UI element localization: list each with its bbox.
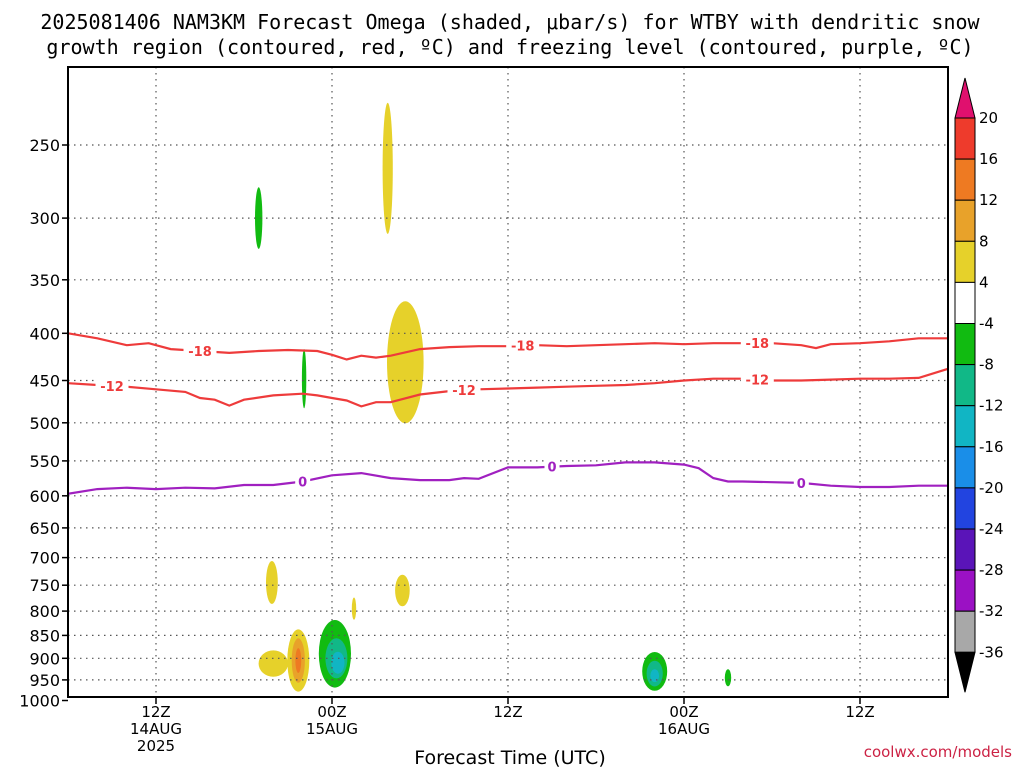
omega-region-gr-300	[255, 187, 263, 249]
contour-label-frz_0-0: 0	[298, 476, 307, 491]
omega-region-ye-430	[387, 301, 424, 424]
contour-label-bg-dgz_neg18-0	[183, 343, 217, 359]
x-tick-label-00Z-1: 16AUG	[658, 720, 710, 738]
colorbar-box-7	[954, 405, 976, 448]
omega-region-ye-750	[266, 561, 278, 604]
colorbar: 20 16 12 8 4 -4 -8 -12 -16 -20 -24 -28 -32 -36	[954, 77, 1004, 693]
contour-label-bg-dgz_neg12-1	[447, 382, 481, 399]
y-tick-label-1000: 1000	[19, 692, 60, 711]
colorbar-box-12	[954, 610, 976, 653]
contour-label-dgz_neg12-1: -12	[452, 384, 476, 399]
colorbar-box-1	[954, 158, 976, 201]
plot-inner: -18 -18 -18 -12 -12 -12 0 0 0	[68, 67, 948, 697]
colorbar-label-12: -32	[979, 602, 1004, 620]
y-tick-label-300: 300	[29, 209, 60, 228]
x-tick-label-00Z-0: 00Z	[669, 703, 698, 721]
colorbar-label-2: 12	[979, 191, 998, 209]
omega-region-gr-945	[724, 669, 732, 687]
colorbar-label-9: -20	[979, 479, 1004, 497]
y-tick-label-650: 650	[29, 519, 60, 538]
x-tick-label-12Z-2: 2025	[137, 737, 175, 755]
colorbar-label-6: -8	[979, 356, 994, 374]
omega-region-rd-905	[295, 648, 302, 673]
colorbar-label-8: -16	[979, 438, 1004, 456]
contour-label-bg-dgz_neg12-2	[740, 371, 774, 388]
contour-label-bg-dgz_neg12-0	[95, 377, 129, 394]
y-tick-label-400: 400	[29, 324, 60, 343]
colorbar-label-4: 4	[979, 273, 989, 291]
x-tick-label-00Z-0: 00Z	[317, 703, 346, 721]
contour-label-dgz_neg12-2: -12	[746, 374, 770, 389]
contour-label-bg-frz_0-1	[544, 458, 560, 475]
y-tick-label-600: 600	[29, 487, 60, 506]
colorbar-box-9	[954, 487, 976, 530]
chart-title-line2: growth region (contoured, red, ºC) and f…	[46, 35, 973, 59]
colorbar-box-11	[954, 569, 976, 612]
colorbar-label-7: -12	[979, 397, 1004, 415]
contour-label-bg-dgz_neg18-2	[740, 335, 774, 352]
contour-frz_0	[68, 461, 948, 495]
contour-dgz_neg18	[68, 332, 948, 361]
colorbar-label-11: -28	[979, 561, 1004, 579]
contour-label-bg-frz_0-0	[295, 473, 311, 490]
omega-region-cy-910	[331, 651, 345, 674]
colorbar-box-6	[954, 364, 976, 407]
y-tick-label-800: 800	[29, 602, 60, 621]
contour-label-dgz_neg18-0: -18	[188, 345, 212, 360]
y-tick-label-550: 550	[29, 452, 60, 471]
contour-dgz_neg12	[68, 367, 948, 408]
colorbar-label-1: 16	[979, 150, 998, 168]
omega-region-ye-265	[382, 102, 393, 234]
contour-label-dgz_neg18-1: -18	[511, 340, 535, 355]
y-tick-label-850: 850	[29, 626, 60, 645]
y-tick-label-950: 950	[29, 671, 60, 690]
chart-title-line1: 2025081406 NAM3KM Forecast Omega (shaded…	[40, 10, 980, 34]
contour-label-frz_0-1: 0	[547, 461, 556, 476]
y-tick-label-900: 900	[29, 649, 60, 668]
contour-label-bg-dgz_neg18-1	[506, 337, 540, 354]
x-tick-label-12Z-0: 12Z	[845, 703, 874, 721]
plot-area: -18 -18 -18 -12 -12 -12 0 0 0	[67, 66, 949, 698]
y-tick-label-750: 750	[29, 576, 60, 595]
colorbar-label-0: 20	[979, 109, 998, 127]
contour-label-dgz_neg12-0: -12	[100, 380, 124, 395]
x-axis-label: Forecast Time (UTC)	[414, 747, 605, 768]
colorbar-box-0	[954, 117, 976, 160]
colorbar-label-10: -24	[979, 520, 1004, 538]
omega-region-ye-760	[395, 574, 410, 607]
x-tick-label-12Z-1: 14AUG	[130, 720, 182, 738]
x-tick-label-12Z-0: 12Z	[493, 703, 522, 721]
colorbar-box-10	[954, 528, 976, 571]
colorbar-label-3: 8	[979, 232, 989, 250]
omega-region-gr-448	[301, 349, 307, 409]
y-axis: 250 300 350 400 450 500 550 600 650 700 750 800 850 9…	[19, 136, 68, 711]
omega-region-cy-940	[650, 669, 660, 683]
y-tick-label-250: 250	[29, 136, 60, 155]
colorbar-label-5: -4	[979, 315, 994, 333]
colorbar-bottom-arrow	[954, 651, 976, 693]
colorbar-box-8	[954, 446, 976, 489]
colorbar-top-arrow	[954, 77, 976, 119]
y-tick-label-500: 500	[29, 414, 60, 433]
contour-label-bg-frz_0-2	[793, 474, 809, 491]
y-tick-label-700: 700	[29, 549, 60, 568]
y-tick-label-350: 350	[29, 271, 60, 290]
contour-label-frz_0-2: 0	[797, 477, 806, 492]
credit-text: coolwx.com/models	[864, 743, 1012, 761]
colorbar-box-3	[954, 240, 976, 283]
y-tick-label-450: 450	[29, 372, 60, 391]
colorbar-box-4	[954, 281, 976, 324]
omega-region-ye-790	[351, 597, 357, 620]
omega-region-ye-912	[258, 650, 288, 677]
colorbar-label-13: -36	[979, 643, 1004, 661]
colorbar-box-5	[954, 323, 976, 366]
x-tick-label-12Z-0: 12Z	[141, 703, 170, 721]
contour-label-dgz_neg18-2: -18	[746, 337, 770, 352]
colorbar-box-2	[954, 199, 976, 242]
x-tick-label-00Z-1: 15AUG	[306, 720, 358, 738]
